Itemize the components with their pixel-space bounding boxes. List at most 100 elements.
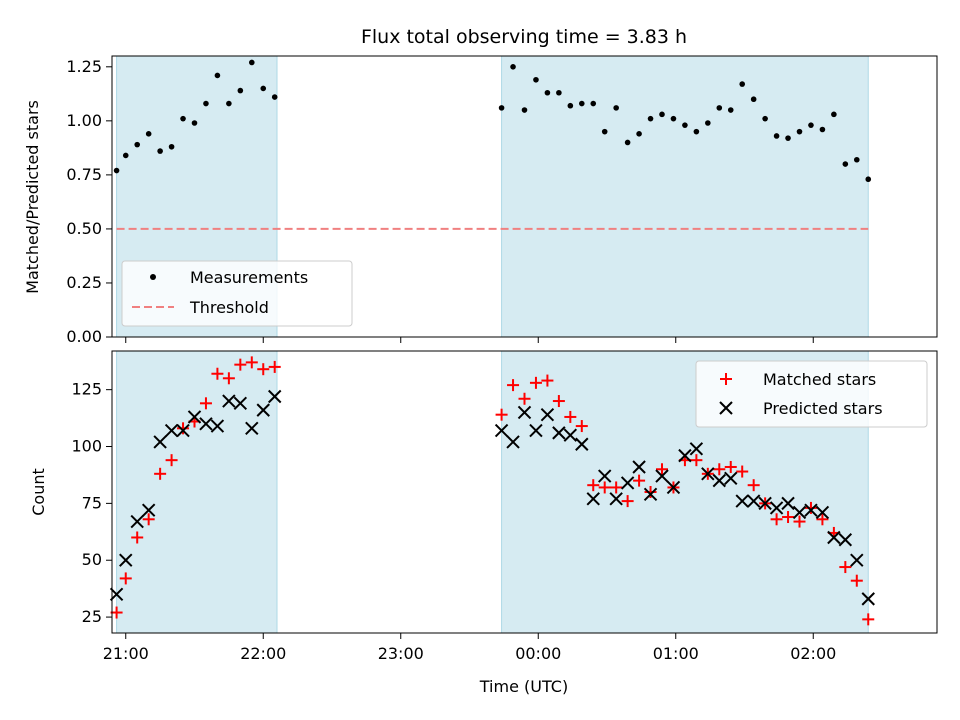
cross-b	[746, 494, 761, 508]
cross-b	[609, 492, 623, 506]
measurement-point	[796, 128, 803, 135]
top-x-axis-ticks	[125, 337, 814, 343]
measurement-point	[498, 105, 505, 111]
cross-b	[187, 410, 202, 424]
predicted-stars-points	[109, 389, 875, 606]
bottom-x-axis-ticks: 21:00 22:00 23:00 00:00 01:00 02:00	[103, 633, 836, 663]
matched-star-point	[736, 465, 749, 478]
x-tick-label: 02:00	[790, 644, 836, 663]
top-panel: 0.00 0.25 0.50 0.75 1.00 1.25 Matched/Predict…	[23, 55, 938, 346]
predicted-star-point	[781, 496, 795, 511]
measurement-point	[271, 94, 278, 100]
cross-b	[758, 496, 772, 511]
matched-star-point	[587, 479, 600, 492]
matched-star-point	[621, 495, 634, 508]
predicted-star-point	[586, 492, 600, 506]
matched-star-point	[199, 397, 212, 410]
y-tick-label: 100	[71, 437, 102, 456]
matched-star-point	[644, 486, 657, 498]
legend-threshold-label: Threshold	[189, 298, 269, 317]
matched-star-point	[177, 422, 190, 435]
cross-b	[176, 423, 190, 438]
matched-star-point	[257, 363, 270, 376]
shaded-period	[116, 350, 278, 634]
x-axis-label: Time (UTC)	[479, 677, 568, 696]
predicted-star-point	[130, 514, 144, 529]
y-tick-label: 125	[71, 380, 102, 399]
measurement-point	[831, 111, 837, 118]
measurement-point	[134, 141, 141, 148]
predicted-star-point	[268, 389, 282, 404]
measurement-point	[578, 100, 585, 107]
predicted-star-point	[164, 423, 179, 438]
cross-b	[245, 421, 259, 436]
predicted-star-point	[815, 505, 830, 520]
predicted-star-point	[517, 405, 532, 420]
cross-b	[712, 473, 726, 488]
matched-star-point	[713, 463, 726, 476]
cross-b	[643, 487, 658, 501]
measurement-point	[191, 120, 198, 126]
measurement-point	[601, 128, 608, 135]
cross-b	[233, 396, 248, 411]
y-tick-label: 25	[82, 607, 102, 626]
predicted-star-point	[563, 428, 578, 442]
measurement-point	[214, 72, 221, 79]
x-tick-label: 21:00	[103, 644, 149, 663]
measurement-point	[636, 131, 642, 137]
y-tick-label: 1.00	[66, 111, 102, 130]
measurement-points	[113, 59, 872, 183]
predicted-star-point	[141, 503, 156, 517]
measurement-point	[670, 115, 677, 122]
cross-b	[632, 460, 646, 474]
measurement-point	[122, 152, 129, 159]
measurement-point	[260, 85, 267, 92]
predicted-star-point	[540, 407, 555, 422]
measurement-point	[727, 107, 734, 113]
legend-matched-label: Matched stars	[763, 370, 876, 389]
cross-b	[678, 448, 692, 463]
cross-b	[586, 492, 600, 506]
y-tick-label: 75	[82, 493, 102, 512]
predicted-star-point	[643, 487, 658, 501]
predicted-star-point	[804, 503, 818, 517]
predicted-star-point	[850, 553, 864, 567]
predicted-star-point	[666, 480, 681, 495]
predicted-star-point	[838, 533, 853, 547]
cross-b	[804, 503, 818, 517]
legend-measurements-label: Measurements	[190, 268, 308, 287]
predicted-star-point	[598, 469, 612, 483]
measurement-point	[773, 133, 780, 139]
measurement-point	[624, 139, 631, 146]
cross-b	[540, 407, 555, 422]
x-tick-label: 01:00	[653, 644, 699, 663]
matched-star-point	[850, 574, 863, 587]
matched-star-point	[529, 376, 542, 389]
cross-b	[164, 423, 179, 438]
cross-b	[268, 389, 282, 404]
predicted-star-point	[210, 419, 225, 433]
predicted-star-point	[689, 442, 704, 456]
cross-b	[210, 419, 225, 433]
measurement-point	[762, 115, 768, 122]
top-plot-frame	[111, 55, 938, 338]
predicted-star-point	[758, 496, 772, 511]
predicted-star-point	[575, 437, 589, 451]
matched-star-point	[598, 481, 611, 494]
cross-b	[850, 553, 864, 567]
matched-star-point	[564, 410, 577, 423]
measurement-point	[533, 76, 539, 83]
predicted-star-point	[792, 505, 807, 520]
matched-star-point	[154, 467, 167, 480]
predicted-star-point	[712, 473, 726, 488]
cross-b	[735, 494, 749, 508]
predicted-star-point	[861, 592, 875, 606]
measurement-point	[168, 143, 175, 150]
predicted-star-point	[735, 494, 749, 508]
predicted-star-point	[256, 403, 270, 417]
cross-b	[689, 442, 704, 456]
top-y-axis-label: Matched/Predicted stars	[23, 100, 42, 294]
matched-star-point	[165, 454, 178, 467]
measurement-point	[659, 111, 665, 118]
